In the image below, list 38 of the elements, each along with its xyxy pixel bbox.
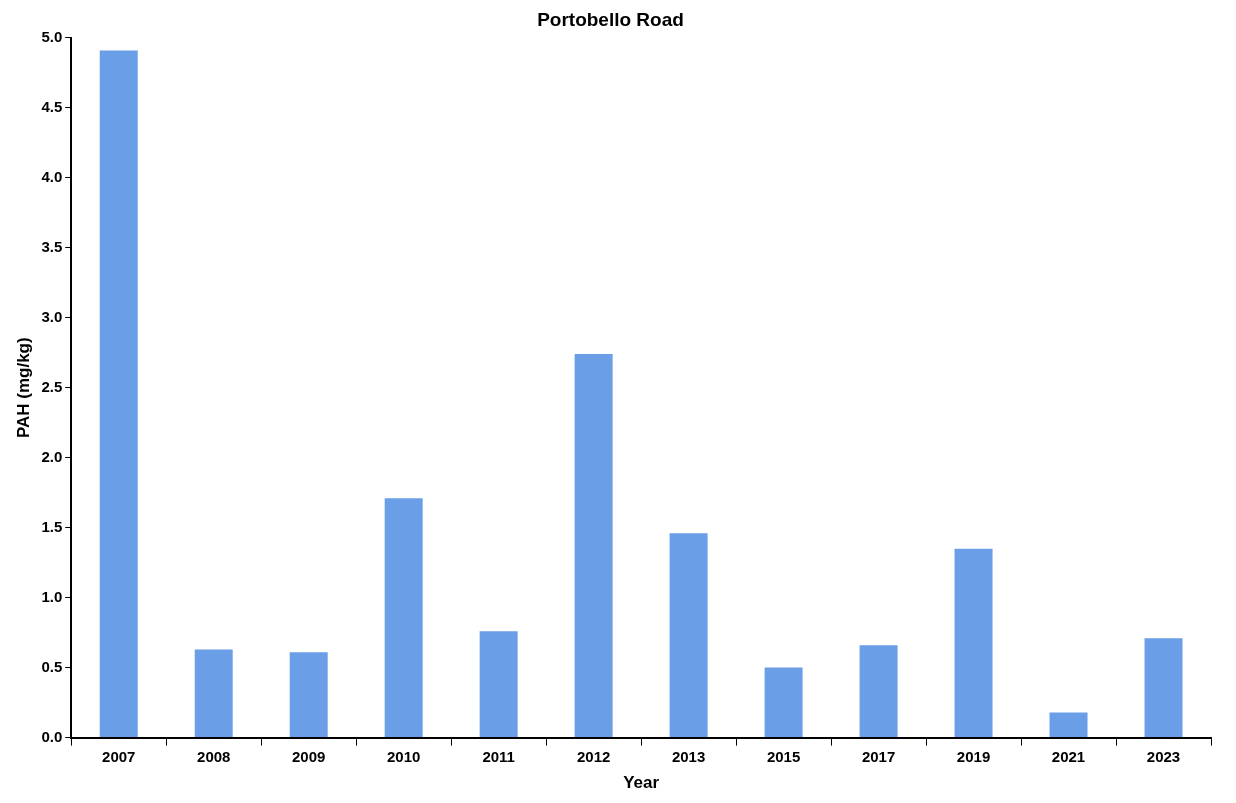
- x-tick-label: 2013: [671, 747, 706, 765]
- y-tick-label: 1.0: [41, 587, 63, 605]
- y-axis-title: PAH (mg/kg): [13, 337, 33, 439]
- x-tick-label: 2009: [292, 747, 326, 765]
- bar: [669, 533, 708, 738]
- y-tick-label: 0.0: [41, 727, 63, 745]
- x-tick-label: 2019: [956, 747, 991, 765]
- y-tick-label: 3.5: [41, 237, 63, 255]
- bar: [1049, 712, 1088, 738]
- y-tick-label: 4.5: [41, 97, 63, 115]
- x-tick-label: 2007: [102, 747, 136, 765]
- bar: [289, 652, 328, 738]
- chart-title: Portobello Road: [537, 8, 684, 30]
- x-tick-label: 2015: [766, 747, 801, 765]
- x-tick-label: 2023: [1146, 747, 1181, 765]
- bar: [1144, 638, 1183, 738]
- bar: [859, 645, 898, 738]
- bar: [479, 631, 518, 738]
- x-tick-label: 2017: [861, 747, 896, 765]
- bar: [574, 354, 613, 738]
- x-tick-label: 2021: [1051, 747, 1086, 765]
- y-tick-label: 5.0: [41, 27, 63, 45]
- y-tick-label: 2.0: [41, 447, 63, 465]
- bar: [194, 649, 233, 738]
- x-tick-label: 2008: [197, 747, 231, 765]
- bar: [384, 498, 423, 738]
- y-tick-label: 0.5: [41, 657, 63, 675]
- y-tick-label: 2.5: [41, 377, 63, 395]
- x-tick-label: 2010: [386, 747, 421, 765]
- y-tick-label: 4.0: [41, 167, 63, 185]
- x-axis-title: Year: [623, 773, 660, 793]
- bar: [954, 548, 993, 738]
- y-tick-label: 3.0: [41, 307, 63, 325]
- bar: [99, 50, 138, 738]
- x-tick-label: 2011: [482, 747, 515, 765]
- x-tick-label: 2012: [576, 747, 611, 765]
- bar: [764, 667, 803, 738]
- y-tick-label: 1.5: [41, 517, 63, 535]
